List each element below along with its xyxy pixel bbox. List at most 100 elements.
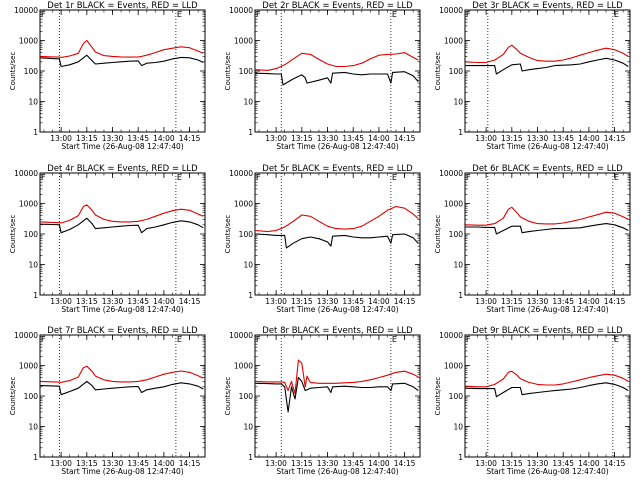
x-tick-label: 14:15: [179, 459, 201, 468]
x-tick-label: 13:30: [317, 459, 339, 468]
series-line-events: [465, 382, 629, 398]
corner-mark-e: E: [614, 10, 619, 19]
y-tick-label: 10000: [14, 331, 38, 340]
x-tick-label: 13:30: [527, 134, 549, 143]
y-tick-label: 1000: [444, 37, 463, 46]
chart-title: Det 5r BLACK = Events, RED = LLD: [262, 164, 413, 174]
series-line-lld: [40, 39, 204, 58]
x-tick-label: 14:00: [368, 134, 390, 143]
corner-mark-e: E: [177, 335, 182, 344]
chart-panel: Det 6r BLACK = Events, RED = LLD 1 10 100 10…: [434, 164, 631, 314]
y-tick-label: 1: [33, 453, 38, 462]
series-line-lld: [255, 52, 419, 71]
y-tick-label: 1: [248, 128, 253, 137]
y-tick-label: 10000: [14, 6, 38, 15]
x-tick-label: 13:15: [501, 459, 523, 468]
x-tick-label: 13:30: [527, 297, 549, 306]
chart-panel: Det 9r BLACK = Events, RED = LLD 1 10 100 10…: [434, 326, 631, 476]
x-tick-label: 13:15: [291, 134, 313, 143]
x-tick-label: 13:00: [265, 459, 287, 468]
y-axis-label: Counts/sec: [434, 215, 442, 254]
y-tick-label: 10: [453, 261, 463, 270]
y-tick-label: 10000: [439, 169, 463, 178]
y-tick-label: 1: [33, 128, 38, 137]
chart-panel: Det 8r BLACK = Events, RED = LLD 1 10 100 10…: [224, 326, 421, 476]
x-tick-label: 13:15: [501, 297, 523, 306]
x-tick-label: 13:45: [342, 459, 364, 468]
x-tick-label: 13:45: [127, 134, 149, 143]
y-tick-label: 10000: [229, 6, 253, 15]
x-tick-label: 14:00: [368, 297, 390, 306]
y-tick-label: 100: [239, 230, 254, 239]
y-tick-label: 100: [449, 392, 464, 401]
y-axis-label: Counts/sec: [434, 377, 442, 416]
x-tick-label: 13:15: [76, 297, 98, 306]
x-axis-label: Start Time (26-Aug-08 12:47:40): [276, 305, 398, 314]
panels-container: Det 1r BLACK = Events, RED = LLD 1 10 100 10…: [9, 1, 631, 476]
corner-mark-f: F: [466, 173, 471, 182]
x-tick-label: 14:15: [394, 297, 416, 306]
plot-frame: [464, 172, 631, 296]
corner-mark-f: F: [41, 10, 46, 19]
y-tick-label: 100: [24, 67, 39, 76]
x-tick-label: 13:00: [475, 134, 497, 143]
chart-title: Det 3r BLACK = Events, RED = LLD: [472, 1, 623, 11]
x-axis-label: Start Time (26-Aug-08 12:47:40): [486, 142, 608, 151]
x-axis-label: Start Time (26-Aug-08 12:47:40): [276, 467, 398, 476]
series-line-events: [255, 377, 419, 413]
x-tick-label: 14:00: [153, 134, 175, 143]
chart-title: Det 2r BLACK = Events, RED = LLD: [262, 1, 413, 11]
y-tick-label: 1000: [19, 362, 38, 371]
y-tick-label: 100: [239, 67, 254, 76]
x-tick-label: 14:15: [394, 459, 416, 468]
y-tick-label: 10000: [229, 331, 253, 340]
x-tick-label: 14:15: [394, 134, 416, 143]
y-tick-label: 1: [33, 291, 38, 300]
chart-title: Det 1r BLACK = Events, RED = LLD: [47, 1, 198, 11]
series-line-events: [40, 54, 204, 68]
chart-title: Det 7r BLACK = Events, RED = LLD: [47, 326, 198, 336]
y-tick-label: 10: [28, 423, 38, 432]
x-tick-label: 13:15: [501, 134, 523, 143]
series-line-lld: [255, 359, 419, 395]
x-tick-label: 13:00: [265, 134, 287, 143]
x-tick-label: 13:45: [127, 459, 149, 468]
chart-panel: Det 5r BLACK = Events, RED = LLD 1 10 100 10…: [224, 164, 421, 314]
x-tick-label: 13:30: [527, 459, 549, 468]
y-tick-label: 1: [458, 291, 463, 300]
y-tick-label: 100: [449, 230, 464, 239]
x-tick-label: 13:30: [317, 134, 339, 143]
chart-panel: Det 3r BLACK = Events, RED = LLD 1 10 100 10…: [434, 1, 631, 151]
x-tick-label: 14:15: [179, 134, 201, 143]
series-line-lld: [255, 205, 419, 233]
chart-title: Det 4r BLACK = Events, RED = LLD: [47, 164, 198, 174]
x-tick-label: 13:45: [127, 297, 149, 306]
y-axis-label: Counts/sec: [224, 377, 232, 416]
corner-mark-f: F: [256, 335, 261, 344]
y-tick-label: 1000: [234, 37, 253, 46]
x-tick-label: 14:15: [604, 297, 626, 306]
x-axis-label: Start Time (26-Aug-08 12:47:40): [276, 142, 398, 151]
plot-frame: [464, 9, 631, 133]
corner-mark-e: E: [614, 173, 619, 182]
x-tick-label: 13:45: [552, 459, 574, 468]
y-tick-label: 100: [449, 67, 464, 76]
y-tick-label: 10: [243, 98, 253, 107]
y-axis-label: Counts/sec: [434, 52, 442, 91]
corner-mark-f: F: [466, 335, 471, 344]
plot-frame: [39, 172, 206, 296]
corner-mark-e: E: [392, 173, 397, 182]
x-tick-label: 13:45: [552, 134, 574, 143]
x-tick-label: 13:45: [342, 134, 364, 143]
x-tick-label: 14:15: [604, 134, 626, 143]
y-tick-label: 10: [453, 98, 463, 107]
corner-mark-f: F: [256, 10, 261, 19]
x-tick-label: 13:00: [475, 297, 497, 306]
x-tick-label: 13:15: [291, 297, 313, 306]
chart-panel: Det 7r BLACK = Events, RED = LLD 1 10 100 10…: [9, 326, 206, 476]
x-tick-label: 13:30: [102, 134, 124, 143]
y-tick-label: 1000: [444, 200, 463, 209]
y-tick-label: 1: [248, 291, 253, 300]
x-tick-label: 13:30: [102, 459, 124, 468]
